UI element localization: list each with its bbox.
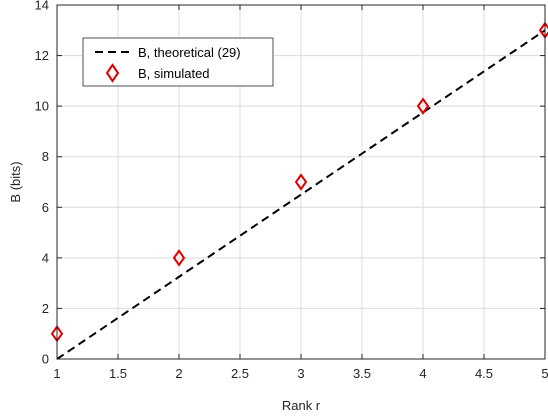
y-tick-label: 14 [35, 0, 49, 13]
y-tick-label: 6 [42, 200, 49, 215]
x-tick-label: 1.5 [109, 366, 127, 381]
y-axis-label: B (bits) [8, 161, 23, 202]
y-tick-label: 8 [42, 149, 49, 164]
legend-simulated-label: B, simulated [138, 66, 210, 81]
x-tick-label: 4 [419, 366, 426, 381]
x-tick-label: 3.5 [353, 366, 371, 381]
x-tick-label: 3 [297, 366, 304, 381]
x-tick-label: 2 [175, 366, 182, 381]
y-tick-label: 12 [35, 48, 49, 63]
y-tick-label: 4 [42, 250, 49, 265]
x-tick-label: 4.5 [475, 366, 493, 381]
legend-simulated-marker [105, 63, 120, 83]
y-tick-label: 2 [42, 301, 49, 316]
series-simulated-marker [172, 249, 186, 267]
x-axis-label: Rank r [282, 398, 321, 413]
legend-theoretical-label: B, theoretical (29) [138, 45, 241, 60]
series-simulated-marker [416, 97, 430, 115]
x-tick-label: 2.5 [231, 366, 249, 381]
y-tick-label: 0 [42, 352, 49, 367]
series-simulated-marker [294, 173, 308, 191]
series-theoretical-line [56, 29, 546, 360]
series [50, 21, 548, 360]
x-tick-labels: 1 1.5 2 2.5 3 3.5 4 4.5 5 [53, 366, 548, 381]
x-tick-label: 5 [541, 366, 548, 381]
y-tick-label: 10 [35, 99, 49, 114]
y-tick-labels: 0 2 4 6 8 10 12 14 [35, 0, 49, 367]
legend: B, theoretical (29) B, simulated [82, 37, 274, 87]
x-tick-label: 1 [53, 366, 60, 381]
plot-frame [56, 4, 546, 360]
